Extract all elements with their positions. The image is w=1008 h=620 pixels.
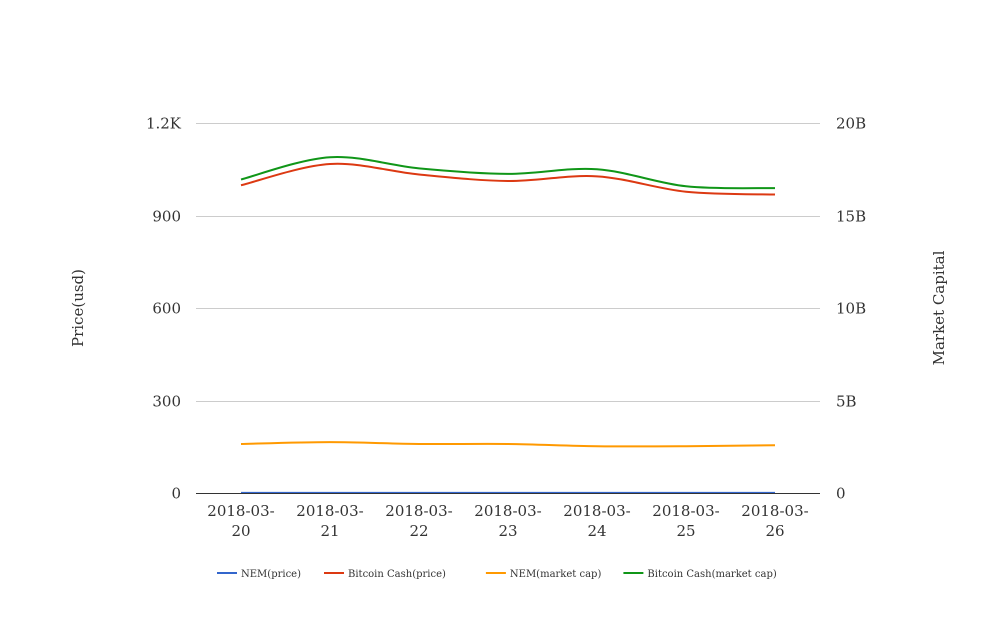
series-line-bitcoin-cash-price bbox=[241, 164, 775, 195]
left-tick-label: 900 bbox=[152, 208, 181, 226]
series-line-bitcoin-cash-market-cap bbox=[241, 157, 775, 188]
x-tick-label: 2018-03-22 bbox=[385, 502, 452, 540]
legend-label-bitcoin-cash-market-cap: Bitcoin Cash(market cap) bbox=[647, 569, 776, 580]
left-tick-label: 300 bbox=[152, 393, 181, 411]
legend-label-nem-market-cap: NEM(market cap) bbox=[510, 569, 602, 580]
right-tick-label: 10B bbox=[836, 300, 866, 318]
x-axis-ticks: 2018-03-20 2018-03-21 2018-03-22 2018-03-23… bbox=[207, 502, 808, 540]
left-axis-ticks: 0 300 600 900 1.2K bbox=[146, 115, 182, 503]
series-line-nem-market-cap bbox=[241, 442, 775, 446]
left-axis-title: Price(usd) bbox=[69, 269, 87, 347]
right-tick-label: 15B bbox=[836, 208, 866, 226]
right-axis-title: Market Capital bbox=[930, 250, 948, 365]
right-tick-label: 5B bbox=[836, 393, 857, 411]
right-tick-label: 0 bbox=[836, 485, 846, 503]
x-tick-label: 2018-03-24 bbox=[563, 502, 630, 540]
x-tick-label: 2018-03-20 bbox=[207, 502, 274, 540]
left-tick-label: 1.2K bbox=[146, 115, 182, 133]
right-tick-label: 20B bbox=[836, 115, 866, 133]
right-axis-ticks: 0 5B 10B 15B 20B bbox=[836, 115, 866, 503]
x-tick-label: 2018-03-25 bbox=[652, 502, 719, 540]
left-tick-label: 600 bbox=[152, 300, 181, 318]
legend: NEM(price) Bitcoin Cash(price) NEM(market … bbox=[217, 569, 777, 580]
legend-label-bitcoin-cash-price: Bitcoin Cash(price) bbox=[348, 569, 446, 580]
series-lines bbox=[241, 157, 775, 493]
legend-label-nem-price: NEM(price) bbox=[241, 569, 301, 580]
left-tick-label: 0 bbox=[171, 485, 181, 503]
x-tick-label: 2018-03-21 bbox=[296, 502, 363, 540]
x-tick-label: 2018-03-26 bbox=[741, 502, 808, 540]
x-tick-label: 2018-03-23 bbox=[474, 502, 541, 540]
